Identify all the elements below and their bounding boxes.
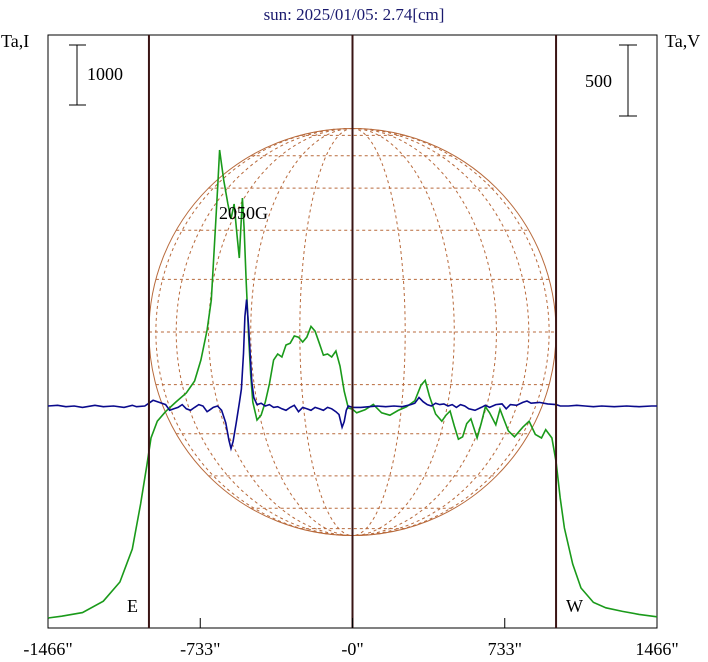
stokes-v-line <box>47 299 657 452</box>
chart-title: sun: 2025/01/05: 2.74[cm] <box>264 5 445 24</box>
annotation-2050g: 2050G <box>219 203 268 223</box>
longitude-line <box>299 127 353 537</box>
right-axis-label: Ta,V <box>665 31 700 51</box>
series-layer <box>47 35 658 628</box>
longitude-line <box>155 127 353 537</box>
east-limb-label: E <box>127 596 138 616</box>
x-axis-ticks: -1466" -733" -0" 733" 1466" <box>23 618 679 659</box>
scale-bar-left-label: 1000 <box>87 64 123 84</box>
west-limb-label: W <box>566 596 583 616</box>
scale-bar-left <box>69 44 86 106</box>
longitude-line <box>175 127 353 537</box>
longitude-line <box>352 127 406 537</box>
longitude-line <box>352 127 550 537</box>
scale-bar-right <box>619 44 637 117</box>
x-tick-label: -733" <box>180 639 220 659</box>
x-tick-label: -1466" <box>23 639 72 659</box>
stokes-i-line <box>47 149 658 619</box>
longitude-line <box>352 127 455 537</box>
scale-bar-right-label: 500 <box>585 71 612 91</box>
longitude-line <box>250 127 353 537</box>
x-tick-label: -0" <box>341 639 363 659</box>
left-axis-label: Ta,I <box>1 31 29 51</box>
longitude-line <box>352 127 497 537</box>
longitude-line <box>352 127 530 537</box>
x-tick-label: 1466" <box>635 639 678 659</box>
longitude-line <box>208 127 353 537</box>
x-tick-label: 733" <box>488 639 522 659</box>
